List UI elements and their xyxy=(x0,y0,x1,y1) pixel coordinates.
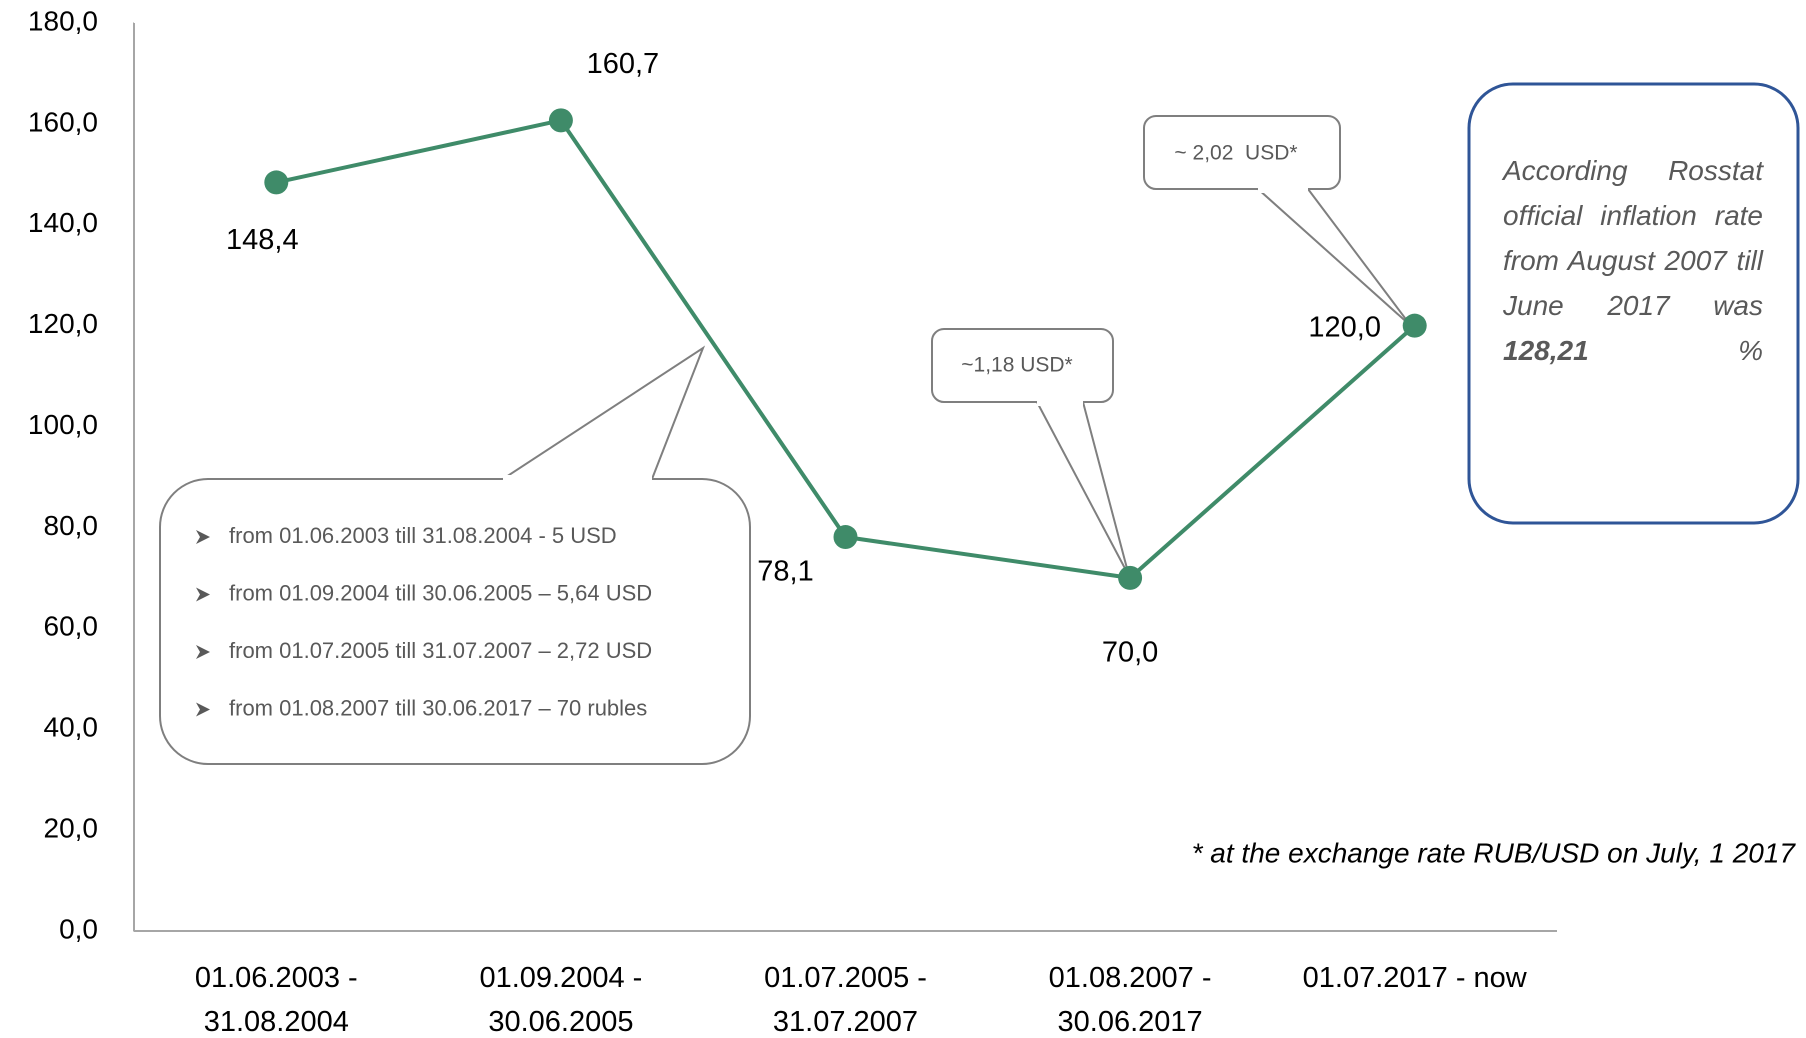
note-text: According Rosstat official inflation rat… xyxy=(1503,155,1763,321)
point xyxy=(548,108,573,133)
y-tick-label: 80,0 xyxy=(44,510,99,541)
y-tick-label: 180,0 xyxy=(28,5,98,36)
callout-join xyxy=(503,475,652,483)
data-label: 78,1 xyxy=(757,556,813,588)
data-label: 148,4 xyxy=(226,224,299,256)
callout-pointer xyxy=(1036,401,1130,577)
bullet-text: from 01.08.2007 till 30.06.2017 – 70 rub… xyxy=(229,695,647,720)
callout-text: ~1,18 USD* xyxy=(961,354,1072,377)
y-tick-label: 60,0 xyxy=(44,611,99,642)
bullet-text: from 01.06.2003 till 31.08.2004 - 5 USD xyxy=(229,523,617,548)
point xyxy=(1118,565,1143,590)
data-label: 120,0 xyxy=(1308,311,1381,343)
callout-box xyxy=(159,478,751,765)
note-emphasis: 128,21 xyxy=(1503,335,1589,366)
y-tick-label: 100,0 xyxy=(28,409,98,440)
x-tick-label: 01.07.2017 - now xyxy=(1302,962,1527,994)
callout-join xyxy=(1258,185,1308,193)
y-tick-label: 140,0 xyxy=(28,207,98,238)
note-box xyxy=(1467,82,1800,525)
note-suffix: % xyxy=(1738,335,1763,366)
point xyxy=(833,525,858,550)
x-tick-label: 01.07.2005 - 31.07.2007 xyxy=(764,962,927,1038)
footnote: * at the exchange rate RUB/USD on July, … xyxy=(1192,837,1797,868)
y-tick-label: 40,0 xyxy=(44,712,99,743)
callout-join xyxy=(1037,398,1083,406)
point xyxy=(264,170,289,195)
y-tick-label: 160,0 xyxy=(28,106,98,137)
bullet-text: from 01.09.2004 till 30.06.2005 – 5,64 U… xyxy=(229,580,652,605)
callout-pointer xyxy=(502,345,706,480)
y-tick-label: 120,0 xyxy=(28,308,98,339)
data-label: 160,7 xyxy=(587,48,660,80)
x-tick-label: 01.06.2003 - 31.08.2004 xyxy=(194,962,358,1038)
x-tick-label: 01.08.2007 - 30.06.2017 xyxy=(1048,962,1212,1038)
callout-box xyxy=(931,328,1114,403)
callout-text: ~ 2,02 USD* xyxy=(1174,142,1297,165)
x-tick-label: 01.09.2004 - 30.06.2005 xyxy=(479,962,643,1038)
bullet-text: from 01.07.2005 till 31.07.2007 – 2,72 U… xyxy=(229,638,652,663)
bullet-arrow xyxy=(196,530,210,544)
data-label: 70,0 xyxy=(1102,637,1158,669)
callout-box xyxy=(1143,115,1341,190)
bullet-arrow xyxy=(196,645,210,659)
y-tick-label: 0,0 xyxy=(59,913,98,944)
bullet-arrow xyxy=(196,702,210,717)
y-tick-label: 20,0 xyxy=(44,813,99,844)
callout-pointer xyxy=(1257,188,1412,327)
bullet-arrow xyxy=(196,587,210,602)
note: According Rosstat official inflation rat… xyxy=(1503,148,1763,373)
point xyxy=(1402,313,1427,338)
